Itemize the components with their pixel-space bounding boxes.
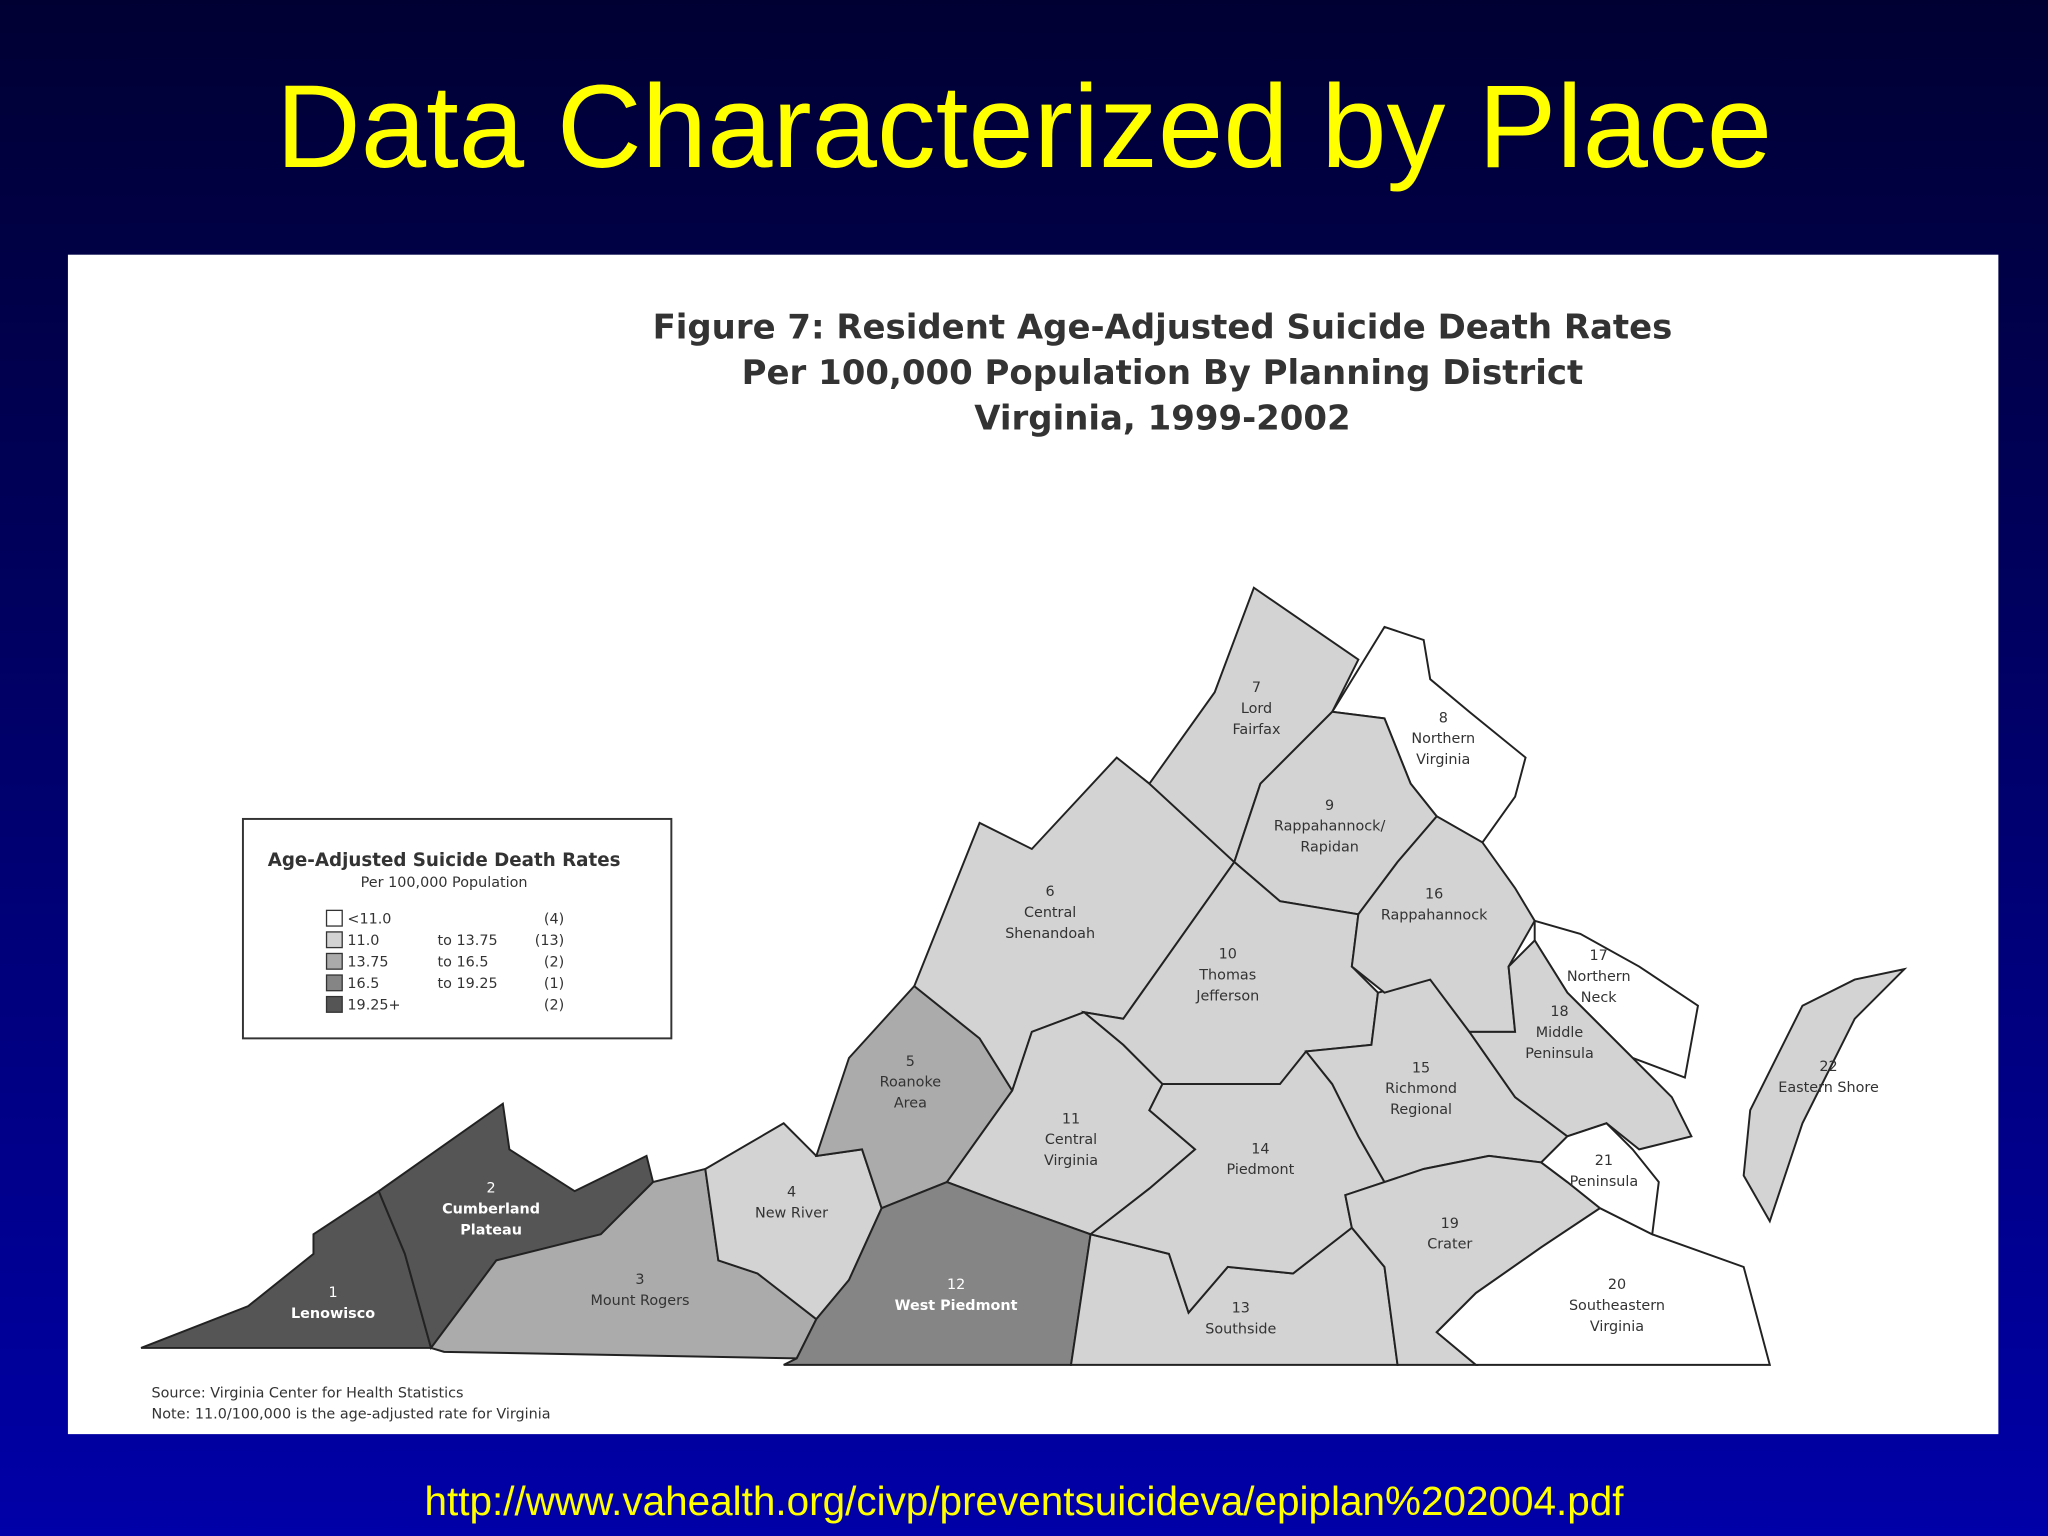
district-number: 8 — [1439, 710, 1448, 726]
district-number: 2 — [487, 1180, 496, 1196]
district-number: 13 — [1232, 1301, 1250, 1317]
slide-title: Data Characterized by Place — [276, 61, 1772, 192]
district-number: 22 — [1819, 1059, 1837, 1075]
district-number: 3 — [635, 1272, 644, 1288]
legend-swatch — [325, 931, 343, 949]
legend-from: 19.25+ — [347, 998, 400, 1014]
figure-title: Virginia, 1999-2002 — [974, 399, 1350, 439]
district-number: 5 — [906, 1054, 915, 1070]
legend-from: 11.0 — [347, 933, 379, 949]
district-number: 21 — [1595, 1153, 1613, 1169]
district-name: Virginia — [1590, 1319, 1644, 1335]
district-name: Fairfax — [1232, 722, 1280, 738]
district-number: 9 — [1325, 798, 1334, 814]
district-number: 15 — [1412, 1060, 1430, 1076]
district-name: Neck — [1581, 990, 1617, 1006]
district-number: 20 — [1608, 1277, 1626, 1293]
legend-swatch — [325, 974, 343, 992]
district-number: 17 — [1590, 948, 1608, 964]
legend-count: (13) — [535, 933, 564, 949]
legend-count: (2) — [544, 955, 564, 971]
legend-swatch — [325, 995, 343, 1013]
legend-count: (4) — [544, 911, 564, 927]
district-number: 4 — [787, 1184, 796, 1200]
district-name: Jefferson — [1195, 988, 1259, 1004]
district-number: 11 — [1062, 1111, 1080, 1127]
district-name: Eastern Shore — [1778, 1080, 1879, 1096]
district-number: 10 — [1219, 947, 1237, 963]
legend-to: to 13.75 — [438, 933, 498, 949]
legend-from: <11.0 — [347, 911, 391, 927]
district-name: Plateau — [460, 1222, 522, 1238]
district-number: 7 — [1252, 680, 1261, 696]
district — [1539, 1122, 1660, 1236]
district-name: Cumberland — [442, 1201, 540, 1217]
figure-title: Figure 7: Resident Age-Adjusted Suicide … — [653, 307, 1673, 347]
legend-from: 13.75 — [347, 955, 388, 971]
legend-from: 16.5 — [347, 976, 379, 992]
legend-box — [241, 817, 673, 1040]
figure-title: Per 100,000 Population By Planning Distr… — [742, 353, 1584, 393]
district-name: Lord — [1241, 701, 1272, 717]
district-name: Regional — [1390, 1102, 1452, 1118]
district-name: Crater — [1427, 1237, 1472, 1253]
district-name: Lenowisco — [291, 1306, 375, 1322]
district-name: Shenandoah — [1005, 926, 1095, 942]
figure: Figure 7: Resident Age-Adjusted Suicide … — [140, 307, 1908, 1422]
source-note: Source: Virginia Center for Health Stati… — [152, 1386, 464, 1402]
district-name: Northern — [1411, 731, 1475, 747]
district-name: Roanoke — [880, 1075, 942, 1091]
legend-title: Age-Adjusted Suicide Death Rates — [268, 850, 621, 871]
legend-count: (1) — [544, 976, 564, 992]
district-name: Virginia — [1044, 1153, 1098, 1169]
district-number: 6 — [1046, 884, 1055, 900]
legend-subtitle: Per 100,000 Population — [361, 875, 528, 891]
district-name: Virginia — [1416, 752, 1470, 768]
legend-swatch — [325, 952, 343, 970]
source-url: http://www.vahealth.org/civp/preventsuic… — [424, 1478, 1624, 1524]
district-name: Northern — [1567, 969, 1631, 985]
district-number: 18 — [1550, 1004, 1568, 1020]
district — [1742, 967, 1908, 1224]
source-note: Note: 11.0/100,000 is the age-adjusted r… — [152, 1406, 551, 1422]
district-name: Southeastern — [1569, 1298, 1665, 1314]
legend-to: to 19.25 — [438, 976, 498, 992]
district-number: 1 — [328, 1285, 337, 1301]
district-name: Peninsula — [1525, 1046, 1594, 1062]
district-number: 16 — [1425, 887, 1443, 903]
district-name: Southside — [1205, 1322, 1276, 1338]
district-name: Middle — [1536, 1025, 1584, 1041]
district-name: Piedmont — [1227, 1162, 1295, 1178]
district-name: Rappahannock — [1381, 908, 1488, 924]
legend-to: to 16.5 — [438, 955, 489, 971]
district-number: 19 — [1441, 1216, 1459, 1232]
district-name: Thomas — [1198, 968, 1256, 984]
district-name: Area — [894, 1096, 927, 1112]
district-name: Richmond — [1385, 1081, 1457, 1097]
legend-count: (2) — [544, 998, 564, 1014]
district-name: Central — [1024, 905, 1076, 921]
district-name: New River — [755, 1205, 828, 1221]
district-name: Rappahannock/ — [1274, 819, 1386, 835]
district-name: Peninsula — [1570, 1174, 1639, 1190]
district-number: 12 — [947, 1277, 965, 1293]
district — [1467, 938, 1693, 1151]
legend-swatch — [325, 909, 343, 927]
district-name: West Piedmont — [895, 1298, 1018, 1314]
district-name: Rapidan — [1300, 840, 1359, 856]
district-number: 14 — [1251, 1141, 1269, 1157]
district-name: Mount Rogers — [590, 1293, 689, 1309]
district-name: Central — [1045, 1132, 1097, 1148]
